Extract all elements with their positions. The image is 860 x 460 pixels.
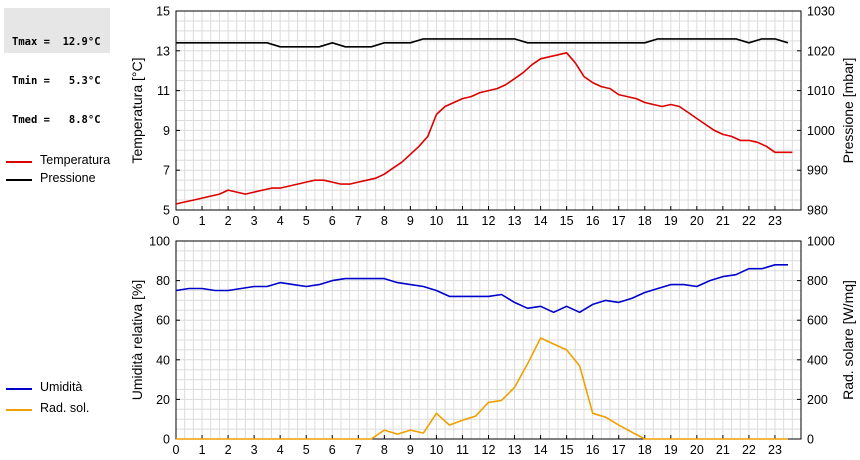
y-right-tick-label: 980 bbox=[807, 204, 828, 218]
x-tick-label: 13 bbox=[508, 214, 522, 228]
x-tick-label: 16 bbox=[586, 443, 600, 457]
y-left-tick-label: 20 bbox=[156, 393, 170, 407]
x-tick-label: 7 bbox=[355, 214, 362, 228]
y-right-tick-label: 1000 bbox=[807, 235, 835, 249]
y-left-axis-label: Umidità relativa [%] bbox=[129, 280, 145, 401]
y-left-tick-label: 100 bbox=[149, 235, 170, 249]
y-right-tick-label: 990 bbox=[807, 164, 828, 178]
legend-swatch-temperatura bbox=[6, 161, 32, 163]
stat-tmed: Tmed = 8.8°C bbox=[12, 114, 101, 126]
x-tick-label: 1 bbox=[199, 443, 206, 457]
x-tick-label: 17 bbox=[612, 443, 626, 457]
x-tick-label: 2 bbox=[225, 443, 232, 457]
x-tick-label: 0 bbox=[173, 443, 180, 457]
x-tick-label: 8 bbox=[381, 443, 388, 457]
x-tick-label: 22 bbox=[742, 214, 756, 228]
x-tick-label: 18 bbox=[638, 214, 652, 228]
x-tick-label: 3 bbox=[251, 443, 258, 457]
x-tick-label: 14 bbox=[534, 214, 548, 228]
x-tick-label: 12 bbox=[482, 214, 496, 228]
y-left-tick-label: 0 bbox=[163, 433, 170, 447]
y-right-tick-label: 400 bbox=[807, 353, 828, 367]
x-tick-label: 21 bbox=[716, 443, 730, 457]
x-tick-label: 4 bbox=[277, 443, 284, 457]
y-left-tick-label: 11 bbox=[157, 84, 170, 98]
chart-panel-1: 0 1 2 3 4 5 6 7 8 9 10 11 12 13 14 15 16 17 18 19 20 21 22 2357… bbox=[129, 5, 856, 229]
x-tick-label: 0 bbox=[173, 214, 180, 228]
series-line-temperatura bbox=[175, 51, 793, 205]
y-right-tick-label: 1010 bbox=[807, 84, 835, 98]
legend-swatch-umidita bbox=[6, 388, 32, 390]
x-tick-label: 1 bbox=[199, 214, 206, 228]
x-tick-label: 2 bbox=[225, 214, 232, 228]
y-right-tick-label: 200 bbox=[807, 393, 828, 407]
x-tick-label: 9 bbox=[407, 443, 414, 457]
x-tick-label: 12 bbox=[482, 443, 496, 457]
x-tick-label: 6 bbox=[329, 214, 336, 228]
x-tick-label: 10 bbox=[429, 443, 443, 457]
x-tick-label: 3 bbox=[251, 214, 258, 228]
y-right-axis-label: Rad. solare [W/mq] bbox=[840, 280, 856, 400]
x-tick-label: 20 bbox=[690, 443, 704, 457]
x-tick-label: 20 bbox=[690, 214, 704, 228]
series-line-umidit bbox=[175, 263, 788, 314]
x-tick-label: 15 bbox=[560, 214, 574, 228]
x-tick-label: 17 bbox=[612, 214, 626, 228]
x-tick-label: 16 bbox=[586, 214, 600, 228]
y-left-tick-label: 15 bbox=[156, 5, 170, 19]
x-tick-label: 19 bbox=[664, 443, 678, 457]
x-tick-label: 11 bbox=[456, 443, 469, 457]
legend-swatch-rad-sol bbox=[6, 409, 32, 411]
stat-tmin: Tmin = 5.3°C bbox=[12, 75, 101, 87]
y-right-tick-label: 1030 bbox=[807, 5, 835, 19]
y-left-tick-label: 7 bbox=[163, 164, 170, 178]
y-left-tick-label: 60 bbox=[156, 314, 170, 328]
chart-panel-2: 0 1 2 3 4 5 6 7 8 9 10 11 12 13 14 15 16 17 18 19 20 21 22 2302… bbox=[129, 235, 856, 458]
x-tick-label: 9 bbox=[407, 214, 414, 228]
x-tick-label: 22 bbox=[742, 443, 756, 457]
x-tick-label: 14 bbox=[534, 443, 548, 457]
stats-box: Tmax = 12.9°C Tmin = 5.3°C Tmed = 8.8°C bbox=[4, 8, 110, 126]
y-right-tick-label: 0 bbox=[807, 433, 814, 447]
x-tick-label: 19 bbox=[664, 214, 678, 228]
y-left-tick-label: 40 bbox=[156, 353, 170, 367]
y-right-tick-label: 1020 bbox=[807, 44, 835, 58]
x-tick-label: 18 bbox=[638, 443, 652, 457]
y-left-tick-label: 9 bbox=[163, 124, 170, 138]
x-tick-label: 21 bbox=[716, 214, 730, 228]
x-tick-label: 13 bbox=[508, 443, 522, 457]
x-tick-label: 15 bbox=[560, 443, 574, 457]
x-tick-label: 5 bbox=[303, 214, 310, 228]
x-tick-label: 6 bbox=[329, 443, 336, 457]
y-right-tick-label: 800 bbox=[807, 274, 828, 288]
x-tick-label: 23 bbox=[768, 214, 782, 228]
x-tick-label: 11 bbox=[456, 214, 469, 228]
stat-tmax: Tmax = 12.9°C bbox=[12, 36, 101, 48]
x-tick-label: 10 bbox=[429, 214, 443, 228]
y-right-tick-label: 1000 bbox=[807, 124, 835, 138]
y-left-axis-label: Temperatura [°C] bbox=[129, 58, 145, 164]
y-left-tick-label: 13 bbox=[156, 44, 170, 58]
y-left-tick-label: 80 bbox=[156, 274, 170, 288]
series-line-rad-sol bbox=[176, 337, 788, 440]
y-left-tick-label: 5 bbox=[163, 204, 170, 218]
x-tick-label: 5 bbox=[303, 443, 310, 457]
legend-swatch-pressione bbox=[6, 179, 32, 181]
x-tick-label: 7 bbox=[355, 443, 362, 457]
series-line-pressione bbox=[176, 38, 789, 48]
y-right-axis-label: Pressione [mbar] bbox=[840, 58, 856, 164]
y-right-tick-label: 600 bbox=[807, 314, 828, 328]
x-tick-label: 8 bbox=[381, 214, 388, 228]
x-tick-label: 4 bbox=[277, 214, 284, 228]
x-tick-label: 23 bbox=[768, 443, 782, 457]
